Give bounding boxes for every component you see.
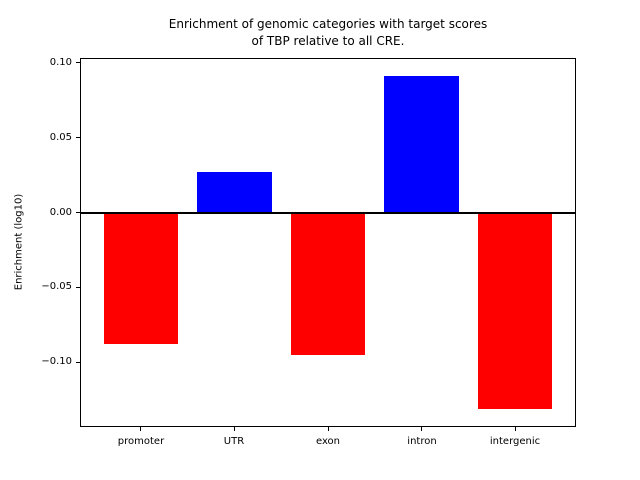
chart-title-line2: of TBP relative to all CRE. bbox=[251, 34, 405, 48]
x-tick-label-intergenic: intergenic bbox=[489, 436, 541, 447]
bar-UTR bbox=[197, 172, 272, 213]
x-tick-mark bbox=[328, 427, 329, 431]
y-tick-label: −0.05 bbox=[41, 281, 72, 292]
chart-title-line1: Enrichment of genomic categories with ta… bbox=[168, 17, 488, 31]
x-tick-mark bbox=[140, 427, 141, 431]
x-tick-label-intron: intron bbox=[407, 436, 437, 447]
bar-intron bbox=[384, 76, 459, 213]
bar-exon bbox=[290, 212, 366, 355]
y-tick-label: −0.10 bbox=[41, 356, 72, 367]
x-tick-mark bbox=[515, 427, 516, 431]
y-tick-label: 0.10 bbox=[49, 57, 72, 68]
x-tick-label-UTR: UTR bbox=[223, 436, 245, 447]
bar-intergenic bbox=[477, 212, 553, 409]
y-tick-mark bbox=[76, 362, 80, 363]
y-tick-mark bbox=[76, 137, 80, 138]
x-tick-label-exon: exon bbox=[315, 436, 341, 447]
y-tick-label: 0.05 bbox=[49, 132, 72, 143]
y-tick-mark bbox=[76, 62, 80, 63]
y-tick-mark bbox=[76, 212, 80, 213]
x-tick-mark bbox=[234, 427, 235, 431]
bar-promoter bbox=[103, 212, 179, 345]
y-tick-mark bbox=[76, 287, 80, 288]
x-tick-label-promoter: promoter bbox=[117, 436, 165, 447]
chart-title: Enrichment of genomic categories with ta… bbox=[80, 16, 576, 50]
plot-area bbox=[80, 58, 576, 427]
x-tick-mark bbox=[421, 427, 422, 431]
y-tick-label: 0.00 bbox=[49, 207, 72, 218]
zero-line bbox=[81, 211, 575, 214]
